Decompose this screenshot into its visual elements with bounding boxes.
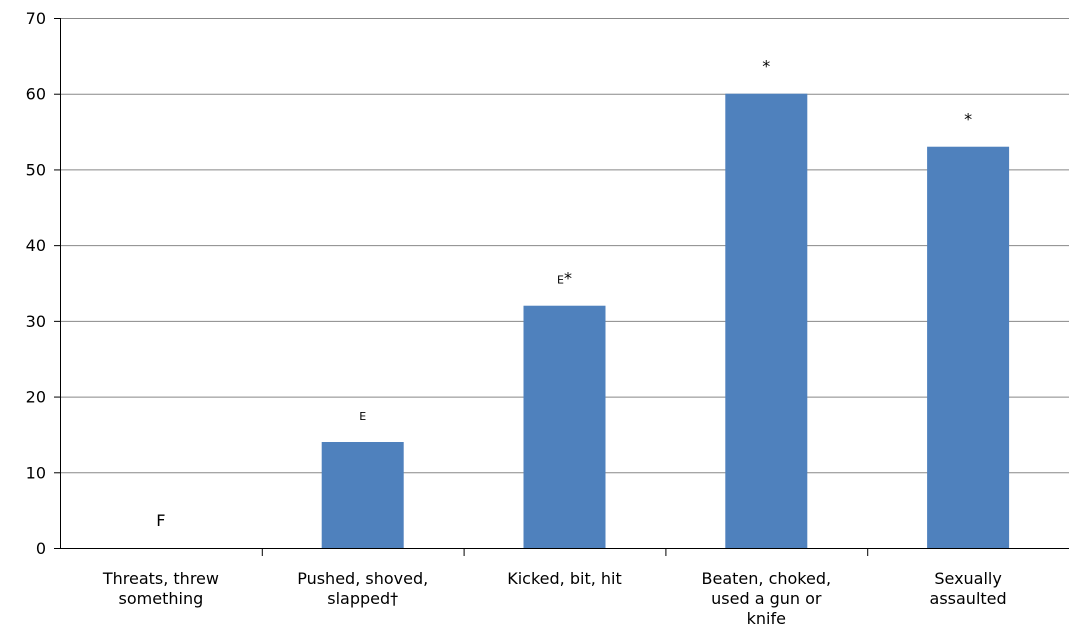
bar	[523, 305, 606, 548]
bars	[321, 93, 1010, 548]
labels: 0 10 20 30 40 50 60 70 Threats, threw something Pu…	[26, 9, 1007, 628]
bar-annotation-part: *	[762, 57, 770, 76]
x-tick-label: Threats, threw something	[102, 569, 219, 608]
y-tick-label: 20	[26, 388, 46, 407]
bar-annotation: E*	[557, 269, 572, 288]
x-tick-label: Sexually assaulted	[930, 569, 1007, 608]
x-tick-label-line: Pushed, shoved,	[297, 569, 428, 588]
y-tick-label: 30	[26, 312, 46, 331]
bar-annotation: F	[156, 511, 165, 530]
bar-annotation: *	[964, 110, 972, 129]
x-tick-label-line: Sexually	[934, 569, 1002, 588]
bar-annotation: E	[359, 410, 366, 423]
x-tick-label: Beaten, choked, used a gun or knife	[702, 569, 832, 628]
y-tick-label: 10	[26, 463, 46, 482]
bar-annotation-part: *	[564, 269, 572, 288]
y-tick-label: 50	[26, 160, 46, 179]
y-tick-label: 40	[26, 236, 46, 255]
bar	[321, 442, 404, 548]
bar-annotation-part: F	[156, 511, 165, 530]
x-tick-label-line: slapped†	[327, 589, 398, 608]
x-tick-label-line: Kicked, bit, hit	[507, 569, 622, 588]
x-tick-label: Pushed, shoved, slapped†	[297, 569, 428, 608]
x-tick-label-line: Beaten, choked,	[702, 569, 832, 588]
x-tick-label-line: used a gun or	[711, 589, 822, 608]
bar-annotation: *	[762, 57, 770, 76]
x-tick-label-line: assaulted	[930, 589, 1007, 608]
y-tick-label: 70	[26, 9, 46, 28]
x-tick-label-line: knife	[747, 609, 786, 628]
bar-annotation-part: *	[964, 110, 972, 129]
bar	[725, 93, 808, 548]
y-tick-label: 60	[26, 85, 46, 104]
bar-annotation-part: E	[359, 410, 366, 423]
x-tick-label-line: Threats, threw	[102, 569, 219, 588]
bar	[927, 146, 1010, 548]
bar-annotation-part: E	[557, 274, 564, 287]
axes	[54, 18, 1069, 556]
y-tick-label: 0	[36, 539, 46, 558]
x-tick-label: Kicked, bit, hit	[507, 569, 622, 588]
x-tick-label-line: something	[119, 589, 204, 608]
